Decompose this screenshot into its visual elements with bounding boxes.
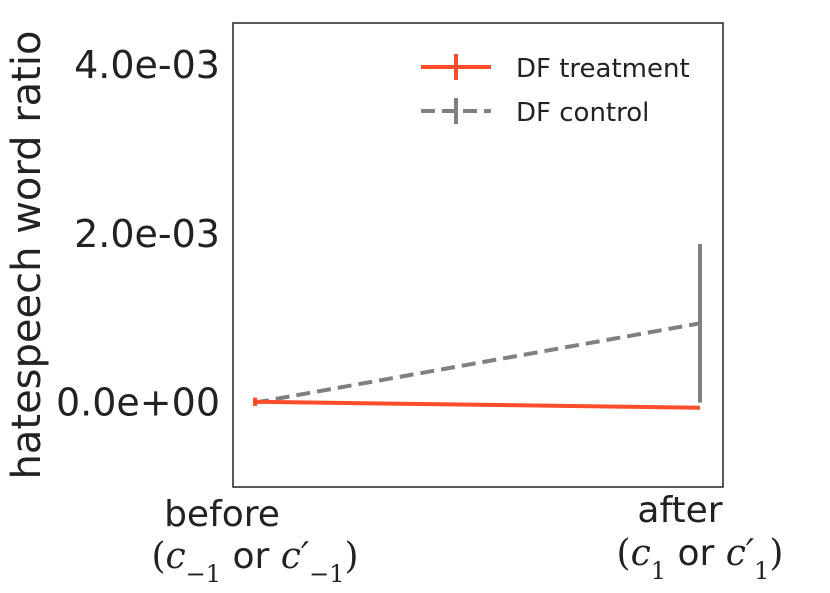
series-df-control [254,244,702,405]
y-tick-label: 2.0e-03 [74,212,220,256]
legend-label-treatment: DF treatment [516,54,690,84]
plot-frame [232,22,724,488]
series-line-df-treatment [254,399,701,410]
series-line-df-control [254,321,701,405]
series-df-treatment [253,397,701,410]
x-category-after: after [637,490,722,531]
y-tick-label: 0.0e+00 [56,381,220,425]
x-subtitle-before: (c−1 or c′−1) [151,536,358,588]
legend: DF treatment DF control [421,54,690,128]
y-tick-label: 4.0e-03 [74,43,220,87]
legend-entry-control: DF control [421,98,649,128]
legend-label-control: DF control [516,98,649,128]
y-axis-label: hatespeech word ratio [4,31,50,480]
plot-marks [253,244,702,410]
y-tick-labels: 0.0e+00 2.0e-03 4.0e-03 [56,43,220,424]
x-category-before: before [164,494,280,535]
legend-entry-treatment: DF treatment [421,54,690,84]
x-subtitle-after: (c1 or c′1) [617,533,784,585]
